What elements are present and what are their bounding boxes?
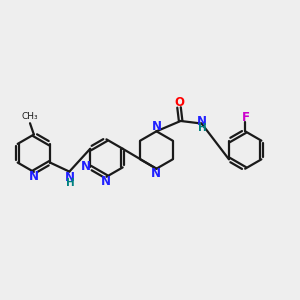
- Text: H: H: [66, 178, 74, 188]
- Text: N: N: [101, 176, 111, 188]
- Text: H: H: [198, 123, 207, 133]
- Text: N: N: [197, 115, 207, 128]
- Text: N: N: [81, 160, 91, 173]
- Text: F: F: [242, 111, 250, 124]
- Text: N: N: [151, 167, 161, 180]
- Text: N: N: [65, 171, 75, 184]
- Text: O: O: [174, 96, 184, 110]
- Text: N: N: [152, 120, 162, 133]
- Text: N: N: [29, 170, 39, 183]
- Text: CH₃: CH₃: [22, 112, 38, 121]
